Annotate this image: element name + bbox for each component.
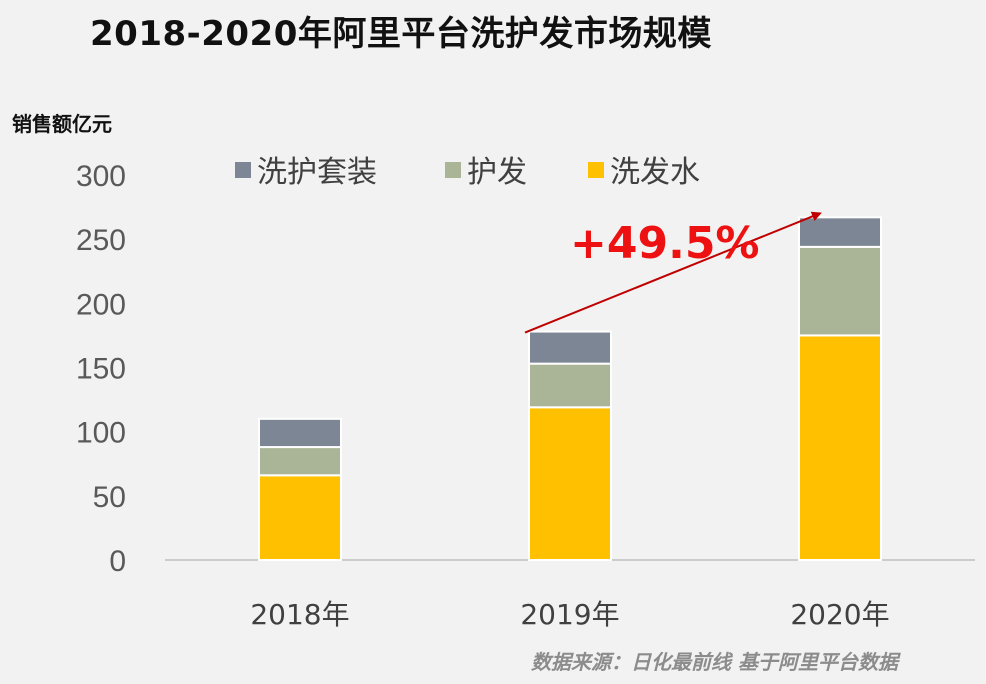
y-tick-label: 200 — [76, 288, 126, 321]
x-tick-label: 2018年 — [250, 598, 349, 631]
y-tick-label: 100 — [76, 417, 126, 450]
legend-label: 护发 — [467, 155, 527, 190]
growth-label: +49.5% — [570, 218, 760, 269]
x-tick-label: 2020年 — [790, 598, 889, 631]
legend-label: 洗发水 — [610, 155, 700, 190]
bar-segment — [798, 334, 882, 561]
legend-swatch — [235, 162, 251, 178]
y-tick-label: 0 — [109, 545, 126, 578]
x-tick-label: 2019年 — [520, 598, 619, 631]
bar-segment — [528, 362, 612, 409]
legend-label: 洗护套装 — [257, 155, 377, 190]
y-tick-label: 250 — [76, 224, 126, 257]
bar-segment — [528, 330, 612, 365]
bar-segment — [258, 446, 342, 477]
y-tick-label: 150 — [76, 353, 126, 386]
growth-arrow — [524, 211, 822, 334]
source-note: 数据来源：日化最前线 基于阿里平台数据 — [531, 650, 898, 674]
legend-swatch — [588, 162, 604, 178]
legend-swatch — [445, 162, 461, 178]
chart-title: 2018-2020年阿里平台洗护发市场规模 — [90, 14, 712, 54]
bar-segment — [798, 245, 882, 337]
bar-segment — [258, 474, 342, 561]
y-tick-label: 300 — [76, 160, 126, 193]
y-tick-label: 50 — [93, 481, 126, 514]
y-axis-label: 销售额亿元 — [12, 112, 112, 136]
bar-segment — [528, 406, 612, 561]
bar-segment — [798, 216, 882, 248]
bar-segment — [258, 417, 342, 449]
